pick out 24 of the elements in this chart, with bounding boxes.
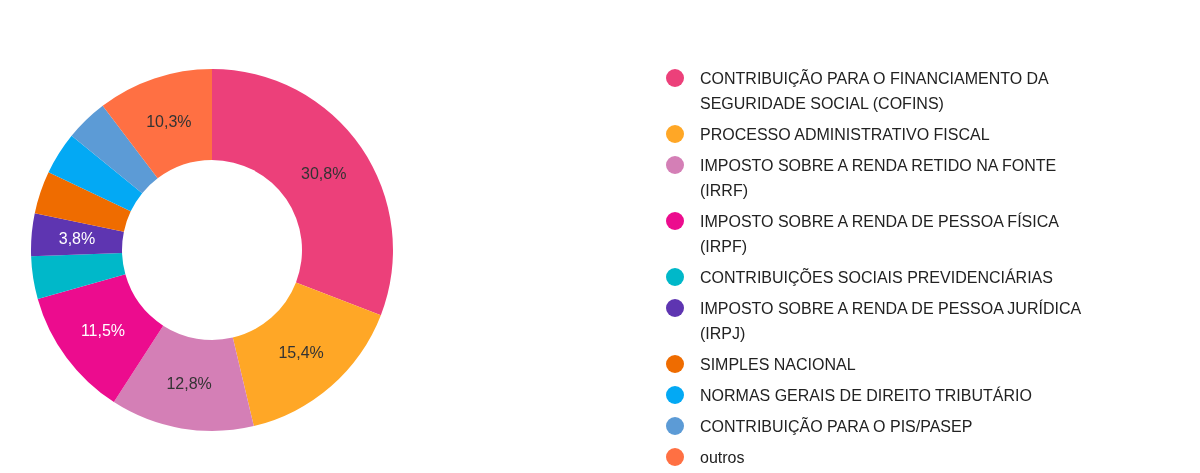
legend-label: IMPOSTO SOBRE A RENDA DE PESSOA JURÍDICA (IRPJ) (700, 298, 1082, 342)
donut-slice (48, 135, 143, 212)
legend-label: NORMAS GERAIS DE DIREITO TRIBUTÁRIO (700, 385, 1032, 404)
legend-label: SIMPLES NACIONAL (700, 355, 856, 373)
data-label: 30,8% (301, 164, 347, 182)
data-label: 12,8% (166, 375, 212, 393)
donut-slice (31, 213, 124, 257)
donut-slice (212, 69, 393, 316)
donut-slice (34, 172, 131, 232)
legend-label: IMPOSTO SOBRE A RENDA DE PESSOA FÍSICA (IRPF) (700, 211, 1060, 255)
legend-label: outros (700, 448, 745, 466)
donut-slice (102, 69, 212, 179)
donut-slice (37, 274, 164, 403)
legend-label: PROCESSO ADMINISTRATIVO FISCAL (700, 125, 990, 143)
legend-label: CONTRIBUIÇÃO PARA O FINANCIAMENTO DA SEGURIDADE SOCIAL (COFINS) (700, 67, 1050, 112)
donut-slice (232, 282, 381, 427)
legend-label: IMPOSTO SOBRE A RENDA RETIDO NA FONTE (IRRF) (700, 156, 1057, 199)
legend-label: CONTRIBUIÇÕES SOCIAIS PREVIDENCIÁRIAS (700, 266, 1053, 286)
data-label: 10,3% (146, 113, 192, 131)
data-label: 3,8% (58, 230, 96, 248)
data-label: 11,5% (80, 322, 126, 340)
data-label: 15,4% (278, 343, 324, 361)
donut-slice (31, 253, 126, 299)
legend-label: CONTRIBUIÇÃO PARA O PIS/PASEP (700, 415, 973, 435)
